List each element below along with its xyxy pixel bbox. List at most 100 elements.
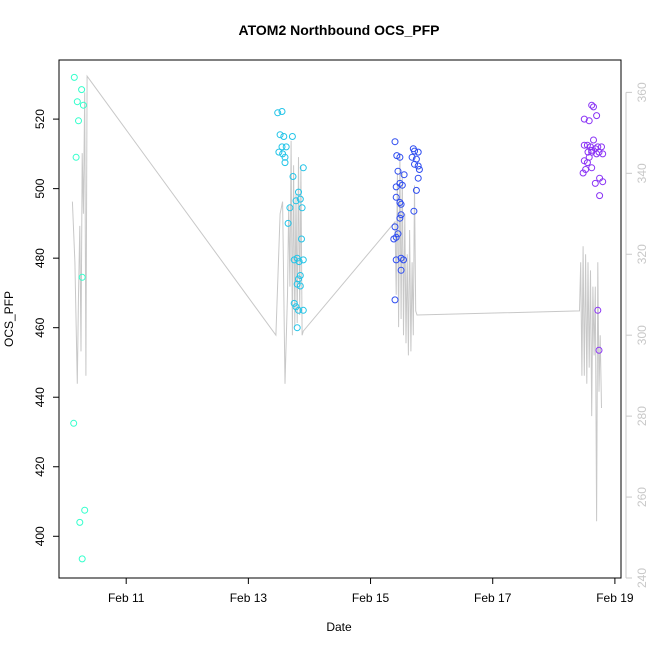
data-point: [390, 235, 398, 243]
data-point: [397, 211, 405, 219]
data-point: [583, 159, 591, 167]
data-point: [394, 167, 402, 175]
data-point: [593, 112, 601, 120]
data-point: [392, 256, 400, 264]
data-point: [400, 171, 408, 179]
y2-tick-label: 240: [635, 568, 649, 588]
y2-tick-label: 360: [635, 82, 649, 102]
x-tick-label: Feb 11: [108, 591, 145, 605]
data-point: [591, 179, 599, 187]
data-point: [412, 186, 420, 194]
data-point: [594, 143, 602, 151]
x-tick-label: Feb 19: [596, 591, 634, 605]
data-point: [588, 101, 596, 109]
data-point: [78, 86, 86, 94]
y2-tick-label: 300: [635, 325, 649, 345]
y-tick-label: 420: [33, 456, 47, 476]
data-point: [295, 188, 302, 196]
data-point: [290, 256, 298, 264]
data-point: [296, 272, 304, 279]
data-point: [392, 183, 400, 191]
x-tick-label: Feb 15: [352, 591, 390, 605]
y2-tick-label: 340: [635, 163, 649, 183]
data-point: [392, 193, 400, 201]
series-line: [71, 74, 602, 522]
data-point: [414, 148, 422, 156]
data-point: [70, 73, 78, 81]
data-point: [414, 174, 422, 182]
data-point: [408, 153, 416, 161]
data-point: [75, 117, 82, 125]
data-point: [414, 162, 422, 170]
data-point: [76, 518, 84, 526]
data-point: [281, 153, 289, 161]
data-point: [596, 192, 604, 200]
data-point: [580, 141, 588, 149]
data-point: [72, 153, 80, 161]
data-point: [290, 299, 298, 307]
data-point: [299, 256, 307, 264]
data-point: [391, 223, 399, 231]
x-axis-label: Date: [326, 620, 352, 634]
data-point: [415, 166, 423, 173]
data-point: [298, 204, 306, 212]
data-point: [79, 101, 87, 109]
data-point: [295, 258, 303, 266]
data-point: [284, 219, 292, 227]
data-point: [400, 256, 407, 264]
x-axis: Feb 11 Feb 13 Feb 15 Feb 17 Feb 19: [108, 578, 634, 605]
y-axis: 400 420 440 460 480 500 520: [33, 109, 59, 546]
data-point: [411, 160, 418, 168]
data-point: [275, 148, 283, 156]
data-point: [594, 306, 602, 314]
data-point: [70, 419, 78, 427]
data-point: [396, 199, 404, 206]
data-point: [590, 103, 597, 111]
data-point: [295, 275, 302, 283]
data-point: [584, 148, 592, 156]
data-point: [299, 306, 307, 314]
data-point: [296, 195, 304, 203]
data-point: [274, 109, 282, 117]
data-point: [595, 346, 603, 354]
data-point: [78, 273, 86, 281]
data-point: [295, 306, 302, 314]
data-point: [276, 131, 284, 139]
data-point: [286, 204, 294, 212]
data-point: [580, 115, 588, 123]
data-point: [296, 282, 304, 290]
data-point: [396, 153, 404, 161]
data-point: [579, 169, 587, 177]
data-point: [397, 266, 405, 274]
data-point: [397, 200, 405, 208]
y-tick-label: 500: [33, 178, 47, 198]
data-point: [411, 147, 418, 155]
data-point: [282, 143, 290, 151]
data-point: [289, 173, 297, 180]
data-point: [280, 133, 288, 140]
data-point: [396, 214, 404, 222]
data-point: [81, 506, 89, 514]
data-point: [394, 230, 402, 238]
x-tick-label: Feb 17: [474, 591, 512, 605]
y2-tick-label: 280: [635, 406, 649, 426]
data-point: [391, 296, 399, 304]
data-point: [278, 143, 286, 151]
y-tick-label: 480: [33, 248, 47, 268]
data-point: [278, 108, 286, 115]
y-tick-label: 400: [33, 526, 47, 546]
data-point: [78, 555, 86, 563]
data-point: [293, 324, 301, 332]
data-point: [398, 181, 406, 189]
chart-title: ATOM2 Northbound OCS_PFP: [239, 22, 440, 38]
data-point: [391, 138, 399, 146]
data-point: [585, 117, 593, 125]
data-point: [299, 164, 307, 172]
y-tick-label: 460: [33, 317, 47, 337]
data-point: [588, 164, 596, 172]
points-layer: [70, 73, 607, 563]
data-point: [410, 207, 418, 215]
data-point: [298, 235, 305, 243]
data-point: [73, 98, 81, 106]
